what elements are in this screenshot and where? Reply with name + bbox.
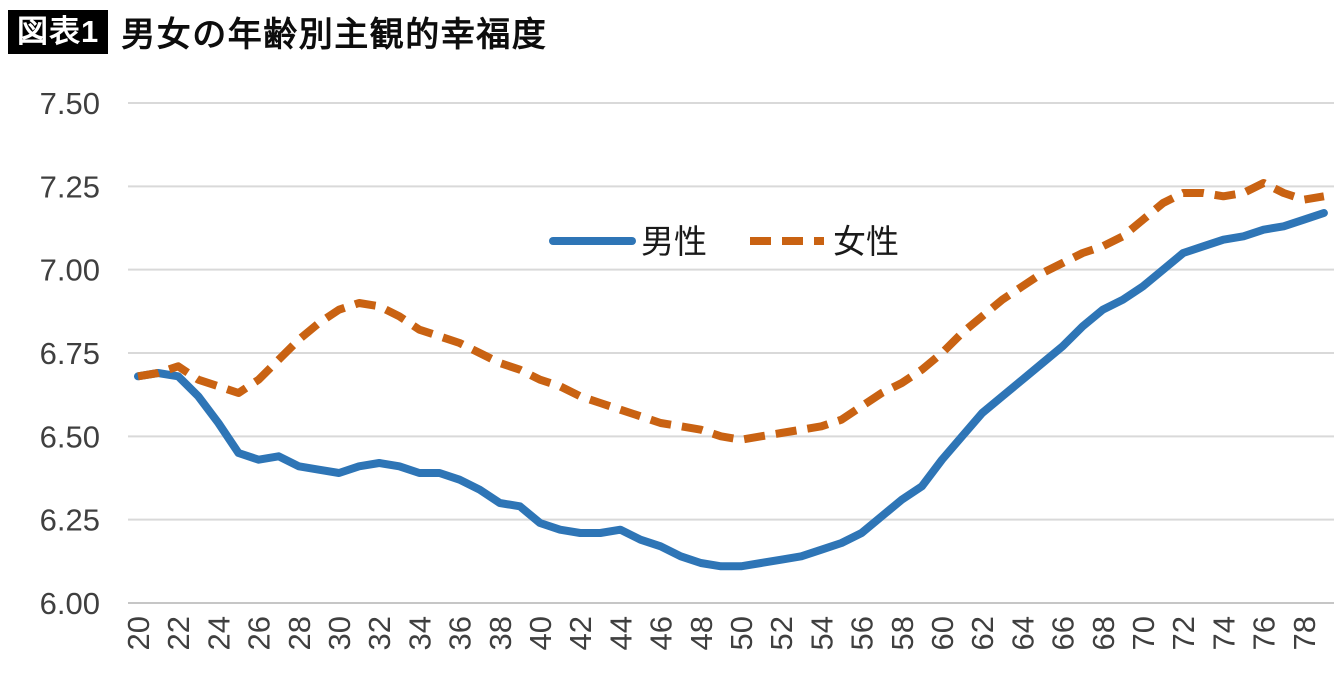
- x-tick-label: 48: [684, 616, 719, 650]
- x-tick-label: 56: [845, 616, 880, 650]
- series-line-female: [137, 179, 1325, 444]
- x-tick-label: 34: [402, 616, 437, 650]
- x-tick-label: 64: [1005, 616, 1040, 650]
- legend-label-female: 女性: [833, 223, 899, 260]
- x-tick-label: 58: [885, 616, 920, 650]
- figure-badge: 図表1: [8, 9, 109, 54]
- y-tick-label: 6.00: [40, 586, 100, 621]
- x-tick-label: 60: [925, 616, 960, 650]
- series-line-male: [134, 209, 1328, 571]
- chart-header: 図表1 男女の年齢別主観的幸福度: [8, 7, 547, 56]
- y-tick-label: 6.25: [40, 503, 100, 538]
- y-tick-label: 6.75: [40, 336, 100, 371]
- y-tick-label: 6.50: [40, 419, 100, 454]
- x-tick-label: 72: [1166, 616, 1201, 650]
- x-tick-label: 78: [1287, 616, 1322, 650]
- x-tick-label: 26: [242, 616, 277, 650]
- x-tick-label: 30: [322, 616, 357, 650]
- x-tick-label: 54: [804, 616, 839, 650]
- x-tick-label: 20: [121, 616, 156, 650]
- x-tick-label: 62: [965, 616, 1000, 650]
- x-tick-label: 24: [201, 616, 236, 650]
- x-tick-label: 74: [1206, 616, 1241, 650]
- x-tick-label: 40: [523, 616, 558, 650]
- x-tick-label: 28: [282, 616, 317, 650]
- y-tick-label: 7.00: [40, 253, 100, 288]
- x-tick-label: 68: [1086, 616, 1121, 650]
- x-tick-label: 36: [443, 616, 478, 650]
- x-tick-label: 38: [483, 616, 518, 650]
- x-tick-label: 46: [644, 616, 679, 650]
- x-tick-label: 22: [161, 616, 196, 650]
- x-tick-label: 52: [764, 616, 799, 650]
- x-tick-label: 44: [603, 616, 638, 650]
- x-tick-label: 42: [563, 616, 598, 650]
- x-tick-label: 50: [724, 616, 759, 650]
- x-tick-label: 70: [1126, 616, 1161, 650]
- x-tick-label: 66: [1046, 616, 1081, 650]
- x-tick-label: 76: [1247, 616, 1282, 650]
- y-tick-label: 7.50: [40, 86, 100, 121]
- legend-label-male: 男性: [641, 223, 707, 260]
- page-title: 男女の年齢別主観的幸福度: [121, 16, 548, 54]
- y-tick-label: 7.25: [40, 169, 100, 204]
- x-tick-label: 32: [362, 616, 397, 650]
